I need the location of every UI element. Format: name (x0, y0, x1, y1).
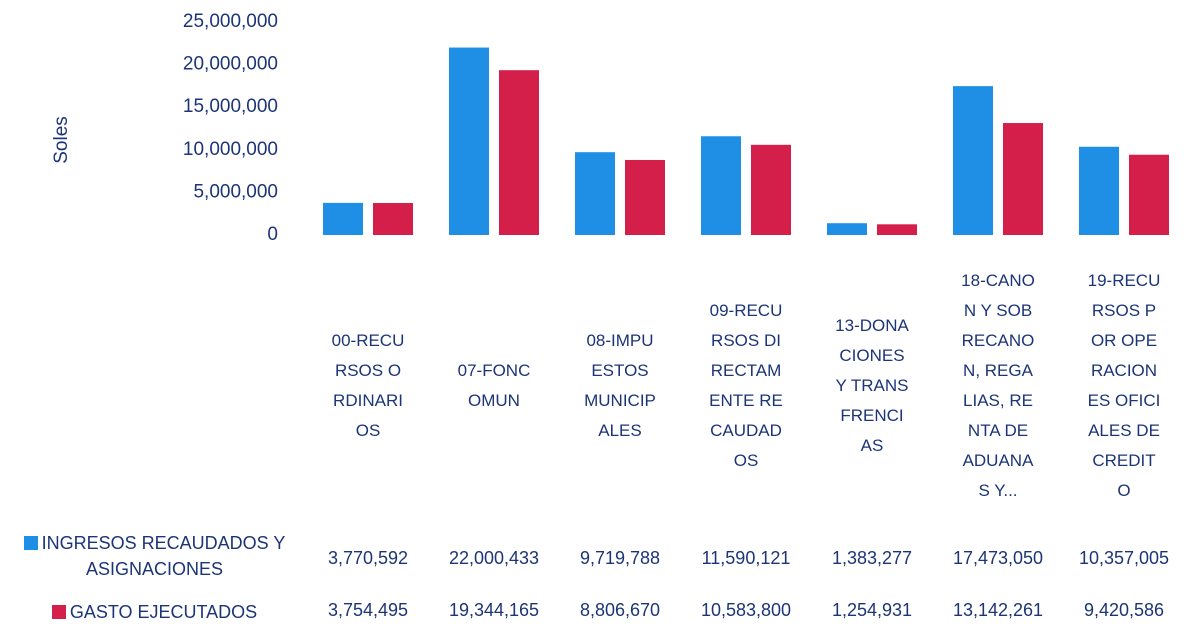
bar (449, 47, 489, 236)
bar (827, 223, 867, 235)
data-table-value: 1,254,931 (831, 600, 913, 620)
legend-label: INGRESOS RECAUDADOS Y ASIGNACIONES (41, 533, 286, 579)
x-tick-label: 09-RECURSOS DIRECTAMENTE RECAUDADOS (683, 250, 809, 522)
data-table-value: 19,344,165 (448, 600, 540, 620)
y-tick-label: 25,000,000 (183, 11, 278, 32)
data-table-value: 17,473,050 (952, 548, 1044, 568)
category-text: 09-RECURSOS DIRECTAMENTE RECAUDADOS (709, 301, 783, 470)
x-tick-label: 19-RECURSOS POR OPERACIONES OFICIALES DE… (1061, 250, 1187, 522)
x-tick-label: 08-IMPUESTOS MUNICIPALES (557, 250, 683, 522)
category-text: 18-CANON Y SOBRECANON, REGALIAS, RENTA D… (961, 271, 1035, 500)
bar (575, 152, 615, 235)
x-tick-label: 07-FONCOMUN (431, 250, 557, 522)
category-text: 19-RECURSOS POR OPERACIONES OFICIALES DE… (1087, 271, 1161, 500)
category-text: 08-IMPUESTOS MUNICIPALES (584, 331, 656, 440)
x-tick-label: 00-RECURSOS ORDINARIOS (305, 250, 431, 522)
data-table-value: 10,357,005 (1078, 548, 1170, 568)
data-table-value: 8,806,670 (579, 600, 661, 620)
bar (1079, 146, 1119, 235)
bar (953, 86, 993, 236)
data-table-value: 3,770,592 (327, 548, 409, 568)
data-table-value: 11,590,121 (701, 548, 791, 568)
y-tick-label: 5,000,000 (193, 181, 278, 202)
category-text: 00-RECURSOS ORDINARIOS (331, 331, 405, 440)
data-table-value: 10,583,800 (700, 600, 792, 620)
category-text: 07-FONCOMUN (457, 361, 531, 410)
legend-swatch (51, 605, 66, 619)
legend-label: GASTO EJECUTADOS (69, 602, 258, 622)
data-table-value: 13,142,261 (952, 600, 1044, 620)
legend-entry: GASTO EJECUTADOS (12, 599, 297, 625)
bar (373, 203, 413, 235)
y-axis-label: Soles (51, 116, 72, 164)
bar (701, 136, 741, 235)
bar (877, 224, 917, 235)
x-tick-label: 18-CANON Y SOBRECANON, REGALIAS, RENTA D… (935, 250, 1061, 522)
data-table-value: 9,719,788 (579, 548, 661, 568)
bar (323, 202, 363, 235)
data-table-value: 1,383,277 (831, 548, 913, 568)
y-tick-label: 10,000,000 (183, 139, 278, 160)
bar (499, 70, 539, 235)
bar (1129, 154, 1169, 235)
y-tick-label: 0 (267, 224, 278, 245)
y-tick-label: 20,000,000 (183, 54, 278, 75)
y-tick-label: 15,000,000 (183, 96, 278, 117)
data-table-value: 22,000,433 (448, 548, 540, 568)
bar (751, 144, 791, 235)
bar (625, 159, 665, 235)
data-table-value: 3,754,495 (327, 600, 409, 620)
data-table-value: 9,420,586 (1083, 600, 1165, 620)
legend-entry: INGRESOS RECAUDADOS Y ASIGNACIONES (12, 530, 297, 582)
category-text: 13-DONACIONES Y TRANSFRENCIAS (835, 316, 909, 455)
bar (1003, 123, 1043, 235)
legend-swatch (23, 536, 38, 550)
x-tick-label: 13-DONACIONES Y TRANSFRENCIAS (809, 250, 935, 522)
